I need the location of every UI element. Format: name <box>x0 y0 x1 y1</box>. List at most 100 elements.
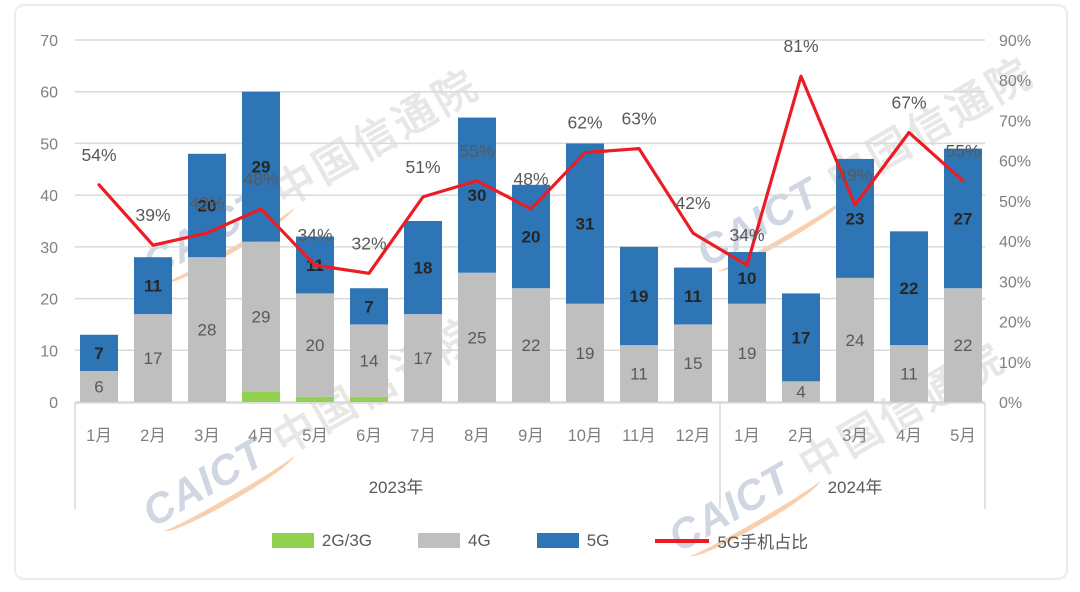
bar-segment-4g <box>512 288 550 402</box>
trend-point-label: 49% <box>837 165 872 185</box>
trend-point-label: 67% <box>891 93 926 113</box>
bar-segment-5g <box>944 148 982 289</box>
bar-segment-5g <box>350 288 388 325</box>
bar-segment-5g <box>566 143 604 304</box>
bar-value-label: 20 <box>198 196 217 215</box>
bar-segment-4g <box>350 324 388 397</box>
y-axis-tick-label: 30 <box>40 240 58 257</box>
legend-label: 5G <box>586 530 610 550</box>
bar-segment-4g <box>620 345 658 402</box>
bar-value-label: 7 <box>94 344 103 363</box>
y2-axis-tick-label: 10% <box>999 355 1031 372</box>
legend-item-4g: 4G <box>418 531 491 551</box>
legend-swatch-5g <box>536 533 579 548</box>
year-label: 2024年 <box>828 478 883 497</box>
month-label: 1月 <box>86 427 112 445</box>
bar-value-label: 20 <box>306 336 325 355</box>
y-axis-tick-label: 60 <box>40 85 58 102</box>
bar-value-label: 19 <box>630 287 649 306</box>
bar-segment-4g <box>674 324 712 402</box>
trend-point-label: 55% <box>945 141 980 161</box>
legend-swatch-4g <box>418 533 461 548</box>
trend-point-label: 51% <box>405 157 440 177</box>
bar-value-label: 29 <box>252 308 271 327</box>
bar-segment-4g <box>782 381 820 402</box>
bar-value-label: 18 <box>414 259 433 278</box>
trend-point-label: 39% <box>135 205 170 225</box>
bar-value-label: 27 <box>954 209 973 228</box>
y-axis-tick-label: 50 <box>40 136 58 153</box>
month-label: 5月 <box>302 427 328 445</box>
bar-segment-4g <box>944 288 982 402</box>
bar-value-label: 28 <box>198 321 217 340</box>
y2-axis-tick-label: 50% <box>999 194 1031 211</box>
trend-point-label: 48% <box>243 169 278 189</box>
legend-label: 2G/3G <box>321 530 373 550</box>
legend-line-swatch <box>655 538 710 543</box>
bar-segment-4g <box>728 303 766 402</box>
y2-axis-tick-label: 70% <box>999 113 1031 130</box>
bar-value-label: 22 <box>954 336 973 355</box>
y2-axis-tick-label: 0% <box>999 395 1022 412</box>
bar-segment-5g <box>80 334 118 371</box>
month-label: 5月 <box>950 427 976 445</box>
y2-axis-tick-label: 20% <box>999 315 1031 332</box>
bar-value-label: 15 <box>684 354 703 373</box>
legend-label: 5G手机占比 <box>717 533 809 552</box>
y2-axis-tick-label: 90% <box>999 33 1031 50</box>
bar-value-label: 19 <box>576 344 595 363</box>
bar-value-label: 11 <box>144 277 162 296</box>
trend-point-label: 63% <box>621 109 656 129</box>
bar-segment-4g <box>566 303 604 402</box>
bar-value-label: 11 <box>630 365 648 384</box>
bar-segment-5g <box>134 257 172 315</box>
trend-point-label: 81% <box>783 36 818 56</box>
bar-value-label: 23 <box>846 209 865 228</box>
year-label: 2023年 <box>369 478 424 497</box>
bar-segment-5g <box>620 246 658 346</box>
bar-segment-5g <box>782 293 820 382</box>
month-label: 2月 <box>140 427 166 445</box>
y-axis-tick-label: 20 <box>40 292 58 309</box>
bar-segment-4g <box>80 370 118 402</box>
trend-point-label: 34% <box>297 225 332 245</box>
bar-value-label: 20 <box>522 228 541 247</box>
month-label: 3月 <box>842 427 868 445</box>
month-label: 8月 <box>464 427 490 445</box>
bar-segment-4g <box>134 314 172 402</box>
y2-axis-tick-label: 60% <box>999 154 1031 171</box>
bar-segment-5g <box>188 153 226 258</box>
trend-point-label: 55% <box>459 141 494 161</box>
bar-segment-5g <box>458 117 496 273</box>
bar-value-label: 17 <box>144 349 163 368</box>
legend-item-5g-share: 5G手机占比 <box>655 528 808 553</box>
month-label: 11月 <box>622 427 656 445</box>
month-label: 2月 <box>788 427 814 445</box>
legend-item-2g3g: 2G/3G <box>271 530 373 551</box>
bar-value-label: 4 <box>796 383 805 402</box>
bar-value-label: 11 <box>900 365 918 384</box>
bar-segment-5g <box>404 221 442 315</box>
month-label: 12月 <box>676 427 711 445</box>
bar-segment-4g <box>890 345 928 402</box>
y-axis-tick-label: 10 <box>40 343 58 360</box>
month-label: 7月 <box>410 427 436 445</box>
bar-value-label: 17 <box>414 349 433 368</box>
month-label: 4月 <box>896 427 922 445</box>
bar-segment-2g-3g <box>296 396 334 402</box>
trend-point-label: 42% <box>675 193 710 213</box>
bar-segment-2g-3g <box>350 396 388 402</box>
bar-segment-4g <box>296 293 334 397</box>
bar-segment-4g <box>242 241 280 392</box>
legend-swatch-2g3g <box>271 533 314 548</box>
y-axis-tick-label: 40 <box>40 188 58 205</box>
bar-segment-2g-3g <box>242 391 280 402</box>
bar-value-label: 6 <box>94 377 103 396</box>
bar-segment-5g <box>890 231 928 346</box>
bar-segment-4g <box>836 277 874 402</box>
y2-axis-tick-label: 40% <box>999 234 1031 251</box>
trend-point-label: 42% <box>189 193 224 213</box>
bar-value-label: 22 <box>900 279 919 298</box>
bar-segment-4g <box>188 257 226 402</box>
trend-point-label: 62% <box>567 113 602 133</box>
